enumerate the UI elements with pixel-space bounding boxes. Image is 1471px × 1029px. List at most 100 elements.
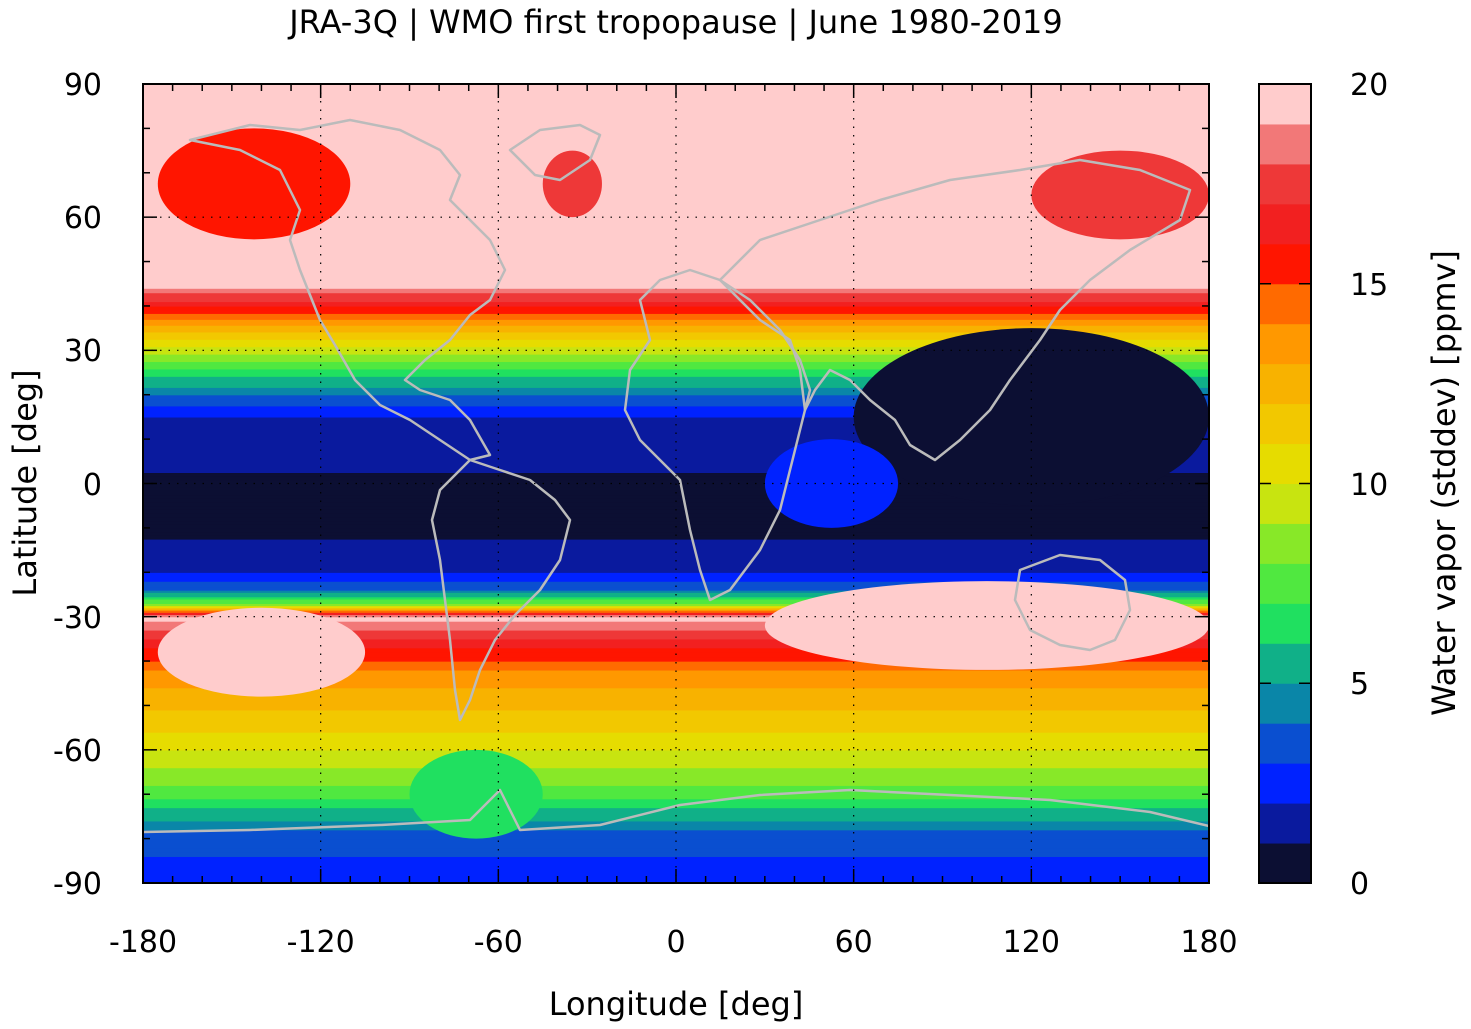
y-tick-label: -30 [53, 601, 102, 636]
heatmap-band [143, 435, 1209, 440]
x-tick-label: 0 [666, 925, 685, 960]
heatmap-band [143, 383, 1209, 388]
heatmap-band [143, 785, 1209, 791]
x-tick-label: 60 [835, 925, 873, 960]
heatmap-band [143, 594, 1209, 598]
heatmap-band [143, 361, 1209, 366]
heatmap-band [143, 621, 1209, 627]
heatmap-band [143, 288, 1209, 294]
x-tick-labels: -180 -120 -60 0 60 120 180 [109, 925, 1238, 960]
heatmap-band [143, 811, 1209, 818]
heatmap-band [143, 614, 1209, 618]
colorbar-level [1259, 123, 1311, 165]
colorbar-levels [1259, 84, 1311, 884]
x-tick-label: 180 [1180, 925, 1237, 960]
heatmap-band [143, 542, 1209, 547]
heatmap-band [143, 428, 1209, 433]
heatmap-band [143, 479, 1209, 485]
colorbar-level [1259, 523, 1311, 564]
colorbar-level [1259, 723, 1311, 764]
colorbar-level [1259, 603, 1311, 644]
heatmap-band [143, 376, 1209, 381]
heatmap-band [143, 538, 1209, 544]
heatmap-band [143, 616, 1209, 622]
heatmap-band [143, 494, 1209, 499]
colorbar: 0 5 10 15 20 Water vapor (stddev) [ppmv] [1258, 68, 1463, 902]
heatmap-band [143, 794, 1209, 800]
heatmap-band [143, 581, 1209, 585]
heatmap-band [143, 598, 1209, 602]
heatmap-band [143, 531, 1209, 536]
heatmap-band [143, 368, 1209, 374]
heatmap-band [143, 297, 1209, 303]
heatmap-band [143, 656, 1209, 662]
heatmap-band [143, 843, 1209, 849]
heatmap-band [143, 587, 1209, 591]
heatmap-band [143, 701, 1209, 707]
heatmap-band [143, 319, 1209, 323]
heatmap-band [143, 106, 1209, 118]
heatmap-band [143, 596, 1209, 600]
heatmap-band [143, 629, 1209, 636]
heatmap-band [143, 95, 1209, 107]
heatmap-band [143, 767, 1209, 773]
y-tick-label: -60 [53, 734, 102, 769]
colorbar-tick-label: 0 [1350, 867, 1369, 902]
colorbar-level [1259, 363, 1311, 405]
heatmap-band [143, 665, 1209, 671]
heatmap-band [143, 578, 1209, 582]
heatmap-band [143, 350, 1209, 355]
heatmap-band [143, 325, 1209, 329]
heatmap-band [143, 807, 1209, 813]
heatmap-band [143, 476, 1209, 481]
y-tick-label: -90 [53, 867, 102, 902]
heatmap-band [143, 339, 1209, 344]
coastline-south-america [430, 458, 572, 722]
colorbar-tick-label: 15 [1350, 268, 1388, 303]
heatmap-band [143, 772, 1209, 778]
heatmap-band [143, 740, 1209, 746]
colorbar-tick-label: 5 [1350, 667, 1369, 702]
x-axis-label: Longitude [deg] [549, 985, 804, 1023]
colorbar-level [1259, 163, 1311, 205]
colorbar-level [1259, 803, 1311, 844]
heatmap-band [143, 780, 1209, 786]
heatmap-band [143, 758, 1209, 764]
heatmap-band [143, 718, 1209, 724]
colorbar-level [1259, 763, 1311, 804]
heatmap-feature [764, 439, 899, 528]
heatmap-band [143, 322, 1209, 326]
x-tick-label: -180 [109, 925, 177, 960]
heatmap-band [143, 372, 1209, 377]
colorbar-level [1259, 283, 1311, 325]
colorbar-tick-label: 20 [1350, 68, 1388, 103]
grid-lines [143, 84, 1209, 883]
heatmap-band [143, 561, 1209, 566]
heatmap-band [143, 603, 1209, 607]
colorbar-level [1259, 563, 1311, 604]
heatmap-band [143, 505, 1209, 510]
heatmap-band [143, 268, 1209, 277]
heatmap-band [143, 535, 1209, 540]
heatmap-band [143, 661, 1209, 667]
heatmap-band [143, 420, 1209, 425]
axis-ticks [142, 83, 1210, 884]
heatmap-band [143, 301, 1209, 307]
colorbar-level [1259, 683, 1311, 724]
heatmap-band [143, 520, 1209, 525]
heatmap-band [143, 687, 1209, 693]
heatmap-band [143, 798, 1209, 804]
heatmap-band [143, 391, 1209, 396]
heatmap-band [143, 669, 1209, 675]
y-tick-label: 0 [83, 468, 102, 503]
heatmap-band [143, 335, 1209, 340]
y-axis-label: Latitude [deg] [6, 369, 44, 596]
y-tick-label: 60 [64, 201, 102, 236]
y-tick-labels: 90 60 30 0 -30 -60 -90 [53, 68, 102, 902]
heatmap-band [143, 468, 1209, 474]
heatmap-band [143, 394, 1209, 400]
heatmap-band [143, 261, 1209, 270]
heatmap-band [143, 498, 1209, 503]
colorbar-ticks [1259, 83, 1311, 884]
